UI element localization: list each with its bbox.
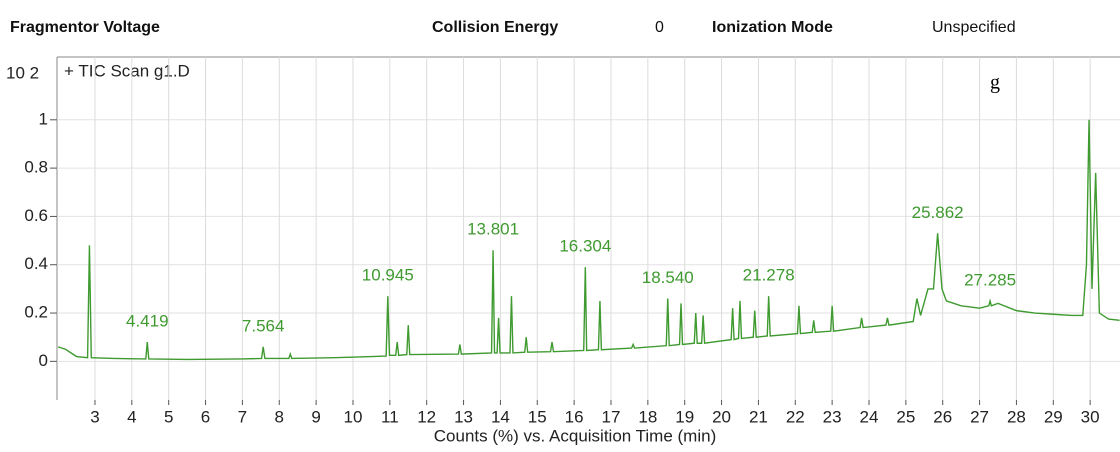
x-tick-label: 8 [275,407,284,426]
x-tick-label: 21 [749,407,768,426]
x-tick-label: 7 [238,407,247,426]
peak-label: 10.945 [362,266,414,285]
x-tick-label: 30 [1081,407,1100,426]
x-tick-label: 22 [786,407,805,426]
header-value: Unspecified [932,19,1016,36]
y-tick-label: 0.6 [24,206,48,225]
peak-label: 13.801 [467,220,519,239]
x-tick-label: 23 [823,407,842,426]
header-label: Ionization Mode [712,19,833,36]
chart-title: + TIC Scan g1.D [64,61,190,80]
x-tick-label: 19 [675,407,694,426]
header-value: 0 [655,19,664,36]
y-tick-label: 0.4 [24,254,48,273]
x-tick-label: 3 [90,407,99,426]
peak-label: 7.564 [242,316,285,335]
x-tick-label: 4 [127,407,136,426]
header-label: Fragmentor Voltage [10,19,160,36]
peak-label: 21.278 [743,266,795,285]
x-tick-label: 20 [712,407,731,426]
header-label: Collision Energy [432,19,558,36]
x-tick-label: 11 [381,407,399,426]
x-tick-label: 15 [528,407,547,426]
x-tick-label: 28 [1007,407,1026,426]
x-tick-label: 26 [933,407,952,426]
y-tick-label: 0.2 [24,303,48,322]
x-axis-label: Counts (%) vs. Acquisition Time (min) [434,426,716,445]
x-tick-label: 5 [164,407,173,426]
x-tick-label: 10 [344,407,363,426]
x-tick-label: 24 [860,407,879,426]
x-tick-label: 17 [602,407,621,426]
x-tick-label: 9 [311,407,320,426]
x-tick-label: 16 [565,407,584,426]
peak-label: 27.285 [964,270,1016,289]
x-tick-label: 6 [201,407,210,426]
peak-label: 4.419 [126,312,169,331]
x-tick-label: 18 [638,407,657,426]
y-tick-label: 1 [39,109,48,128]
peak-label: 16.304 [559,237,611,256]
x-tick-label: 29 [1044,407,1063,426]
peak-label: 18.540 [642,268,694,287]
y-tick-label: 0.8 [24,158,48,177]
peak-label: 25.862 [912,203,964,222]
panel-label: g [990,72,1000,94]
x-tick-label: 12 [417,407,436,426]
y-tick-label: 0 [39,351,48,370]
x-tick-label: 25 [896,407,915,426]
y-multiplier: 10 2 [6,63,39,82]
x-tick-label: 14 [491,407,510,426]
x-tick-label: 13 [454,407,473,426]
trace [57,119,1120,361]
x-tick-label: 27 [970,407,989,426]
